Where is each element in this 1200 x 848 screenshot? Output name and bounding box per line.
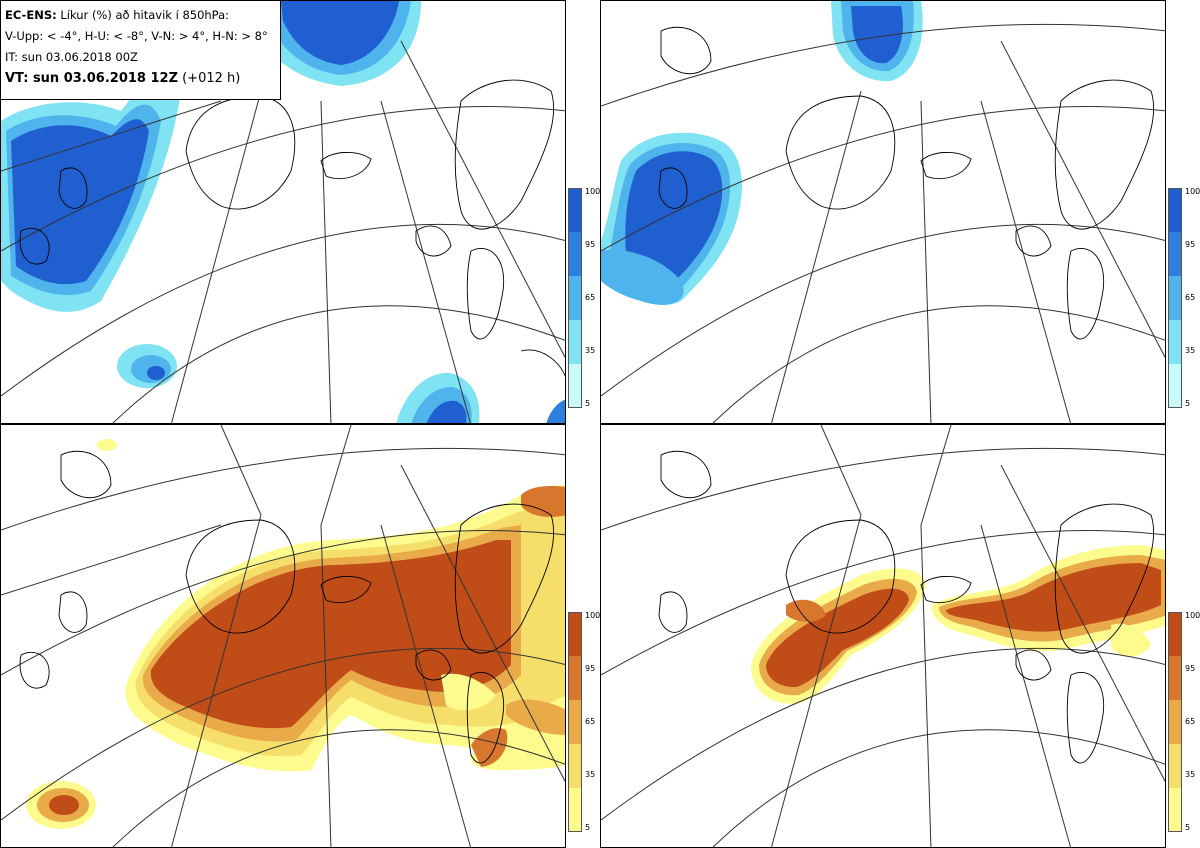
colorbar-bottom-left: 100 95 65 35 5 bbox=[568, 612, 600, 832]
colorbar-segment bbox=[568, 744, 582, 788]
colorbar-tick-label: 100 bbox=[1185, 611, 1200, 620]
coastlines bbox=[658, 450, 1155, 764]
probability-field bbox=[1, 1, 565, 423]
colorbar-tick-label: 5 bbox=[585, 399, 591, 408]
colorbar-tick-label: 65 bbox=[1185, 293, 1196, 302]
colorbar-segment bbox=[1168, 320, 1182, 364]
colorbar-segment bbox=[1168, 364, 1182, 408]
model-label: EC-ENS: bbox=[5, 8, 57, 22]
coastlines bbox=[19, 450, 555, 764]
colorbar-tick-label: 95 bbox=[585, 664, 596, 673]
map-panel-bottom-right bbox=[600, 424, 1166, 848]
colorbar-segment bbox=[568, 700, 582, 744]
colorbar-segment bbox=[1168, 700, 1182, 744]
colorbar-segment bbox=[1168, 188, 1182, 232]
colorbar-segment bbox=[1168, 612, 1182, 656]
map-bottom-right bbox=[601, 425, 1165, 847]
map-top-left bbox=[1, 1, 565, 423]
graticule bbox=[1, 425, 565, 847]
colorbar-tick-label: 5 bbox=[1185, 823, 1191, 832]
colorbar-tick-label: 100 bbox=[585, 187, 601, 196]
colorbar-tick-label: 35 bbox=[1185, 770, 1196, 779]
categories-line: V-Upp: < -4°, H-U: < -8°, V-N: > 4°, H-N… bbox=[5, 29, 268, 43]
colorbar-tick-label: 100 bbox=[1185, 187, 1200, 196]
colorbar-frame bbox=[1168, 188, 1182, 408]
colorbar-frame bbox=[1168, 612, 1182, 832]
colorbar-tick-label: 95 bbox=[1185, 240, 1196, 249]
colorbar-tick-label: 65 bbox=[585, 293, 596, 302]
coastlines bbox=[19, 79, 565, 378]
colorbar-segment bbox=[568, 276, 582, 320]
colorbar-tick-label: 5 bbox=[585, 823, 591, 832]
colorbar-frame bbox=[568, 612, 582, 832]
map-bottom-left bbox=[1, 425, 565, 847]
probability-field bbox=[601, 1, 923, 305]
map-panel-top-left bbox=[0, 0, 566, 424]
colorbar-top-right: 100 95 65 35 5 bbox=[1168, 188, 1200, 408]
info-box: EC-ENS: Líkur (%) að hitavik í 850hPa: V… bbox=[0, 0, 281, 100]
map-top-right bbox=[601, 1, 1165, 423]
graticule bbox=[601, 23, 1165, 423]
colorbar-segment bbox=[568, 320, 582, 364]
colorbar-bottom-right: 100 95 65 35 5 bbox=[1168, 612, 1200, 832]
valid-time: VT: sun 03.06.2018 12Z bbox=[5, 71, 178, 86]
colorbar-tick-label: 100 bbox=[585, 611, 601, 620]
colorbar-segment bbox=[1168, 744, 1182, 788]
colorbar-segment bbox=[568, 232, 582, 276]
colorbar-segment bbox=[568, 188, 582, 232]
colorbar-segment bbox=[1168, 276, 1182, 320]
colorbar-segment bbox=[1168, 656, 1182, 700]
colorbar-tick-label: 95 bbox=[1185, 664, 1196, 673]
colorbar-tick-label: 35 bbox=[585, 346, 596, 355]
coastlines bbox=[658, 26, 1155, 340]
map-panel-bottom-left bbox=[0, 424, 566, 848]
colorbar-tick-label: 35 bbox=[585, 770, 596, 779]
colorbar-tick-label: 35 bbox=[1185, 346, 1196, 355]
probability-field bbox=[751, 545, 1165, 704]
colorbar-segment bbox=[1168, 788, 1182, 832]
colorbar-segment bbox=[568, 364, 582, 408]
graticule bbox=[601, 425, 1165, 847]
colorbar-segment bbox=[1168, 232, 1182, 276]
colorbar-segment bbox=[568, 788, 582, 832]
map-panel-top-right bbox=[600, 0, 1166, 424]
colorbar-segment bbox=[568, 656, 582, 700]
graticule bbox=[1, 40, 565, 423]
lead-time: (+012 h) bbox=[182, 71, 241, 86]
colorbar-frame bbox=[568, 188, 582, 408]
colorbar-tick-label: 95 bbox=[585, 240, 596, 249]
colorbar-segment bbox=[568, 612, 582, 656]
init-time: IT: sun 03.06.2018 00Z bbox=[5, 50, 138, 64]
colorbar-top-left: 100 95 65 35 5 bbox=[568, 188, 600, 408]
colorbar-tick-label: 5 bbox=[1185, 399, 1191, 408]
colorbar-tick-label: 65 bbox=[1185, 717, 1196, 726]
colorbar-tick-label: 65 bbox=[585, 717, 596, 726]
forecast-title: Líkur (%) að hitavik í 850hPa: bbox=[60, 8, 230, 22]
probability-field bbox=[26, 439, 565, 829]
